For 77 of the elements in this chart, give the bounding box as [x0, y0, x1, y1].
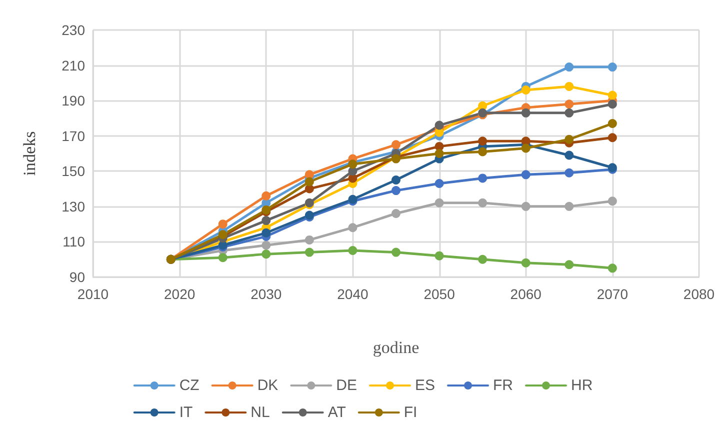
- point: [608, 119, 617, 128]
- point: [392, 140, 400, 150]
- y-tick-label: 230: [62, 22, 86, 38]
- legend-label: HR: [571, 377, 593, 394]
- point: [564, 150, 574, 160]
- point: [304, 235, 314, 244]
- point: [564, 260, 574, 270]
- x-tick-label: 2070: [596, 286, 628, 302]
- legend-label: DE: [336, 377, 358, 394]
- point: [218, 220, 228, 229]
- point: [478, 174, 488, 183]
- legend-label: NL: [250, 404, 270, 421]
- point: [564, 82, 574, 91]
- x-tick-label: 2010: [77, 286, 109, 302]
- point: [478, 147, 488, 156]
- legend-label: AT: [328, 404, 346, 421]
- legend-label: ES: [415, 377, 436, 394]
- point: [434, 120, 444, 130]
- point: [564, 100, 574, 109]
- y-tick-label: 210: [62, 57, 86, 74]
- x-tick-label: 2060: [510, 286, 542, 302]
- legend-label: FR: [493, 377, 514, 394]
- point: [564, 62, 574, 72]
- x-tick-label: 2030: [250, 286, 282, 302]
- x-axis-title: godine: [372, 338, 420, 357]
- point: [262, 216, 271, 226]
- legend-label: CZ: [179, 377, 200, 394]
- x-tick-label: 2050: [424, 286, 456, 302]
- point: [478, 136, 488, 146]
- point: [521, 202, 530, 211]
- y-tick-label: 150: [62, 163, 86, 180]
- point: [608, 62, 617, 72]
- point: [262, 191, 271, 200]
- point: [521, 170, 530, 180]
- point: [521, 108, 530, 118]
- point: [392, 175, 400, 184]
- y-tick-label: 90: [69, 269, 86, 285]
- point: [521, 258, 530, 268]
- point: [434, 251, 444, 260]
- point: [521, 144, 530, 153]
- point: [304, 248, 314, 257]
- point: [608, 90, 617, 100]
- y-tick-label: 170: [62, 128, 86, 144]
- point: [434, 178, 444, 188]
- point: [434, 198, 444, 208]
- point: [218, 253, 228, 262]
- point: [348, 246, 358, 256]
- point: [392, 208, 400, 218]
- point: [478, 254, 488, 264]
- point: [608, 196, 617, 206]
- point: [608, 133, 617, 142]
- point: [262, 250, 271, 259]
- y-tick-label: 190: [62, 92, 86, 109]
- point: [608, 100, 617, 109]
- point: [348, 223, 358, 232]
- point: [564, 108, 574, 118]
- point: [521, 85, 530, 94]
- point: [304, 177, 314, 186]
- point: [564, 168, 574, 178]
- x-tick-label: 2080: [683, 286, 715, 302]
- legend-label: FI: [404, 404, 418, 421]
- y-tick-label: 110: [62, 234, 86, 250]
- point: [478, 198, 488, 208]
- point: [262, 228, 271, 238]
- point: [434, 149, 444, 158]
- point: [564, 202, 574, 211]
- point: [392, 186, 400, 196]
- legend-label: IT: [179, 404, 193, 421]
- y-tick-label: 130: [62, 198, 86, 214]
- point: [564, 134, 574, 144]
- x-tick-label: 2020: [164, 286, 196, 302]
- point: [608, 264, 617, 273]
- x-tick-label: 2040: [337, 286, 368, 302]
- legend-label: DK: [257, 377, 278, 394]
- point: [392, 248, 400, 257]
- point: [262, 240, 271, 250]
- y-axis-title: indeks: [20, 131, 39, 176]
